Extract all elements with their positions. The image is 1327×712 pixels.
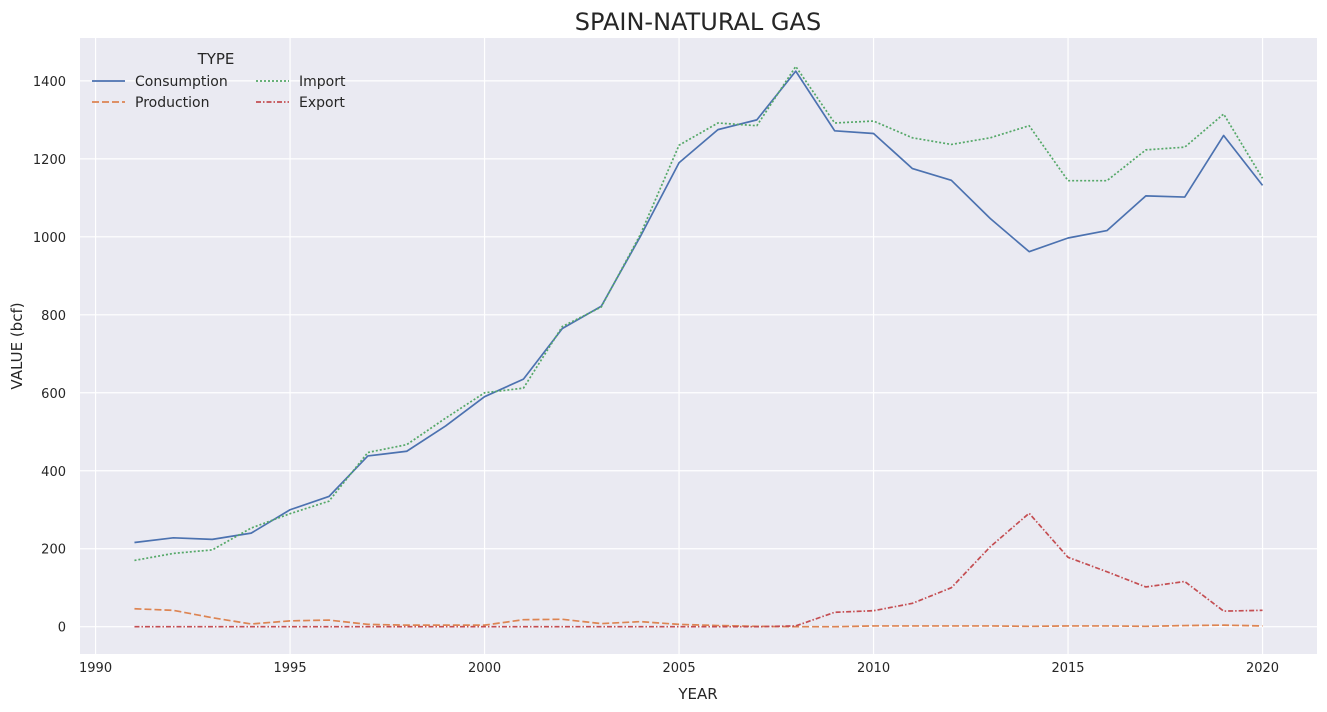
grid — [80, 38, 1317, 654]
x-tick-label: 2020 — [1246, 661, 1279, 676]
series-lines — [134, 65, 1264, 628]
x-tick-label: 2005 — [663, 661, 696, 676]
plot-background — [80, 38, 1317, 654]
x-axis-label: YEAR — [677, 685, 717, 703]
legend-label-import: Import — [299, 74, 346, 90]
y-tick-label: 400 — [41, 465, 66, 480]
series-line-production — [134, 607, 1263, 628]
series-line-export — [134, 512, 1263, 628]
series-line-consumption — [134, 70, 1264, 544]
y-tick-label: 1000 — [33, 231, 66, 246]
y-tick-label: 1200 — [33, 153, 66, 168]
y-tick-label: 200 — [41, 543, 66, 558]
legend-title: TYPE — [197, 50, 235, 68]
legend: TYPE Consumption Production Import Export — [92, 50, 346, 111]
y-tick-label: 1400 — [33, 75, 66, 90]
legend-label-consumption: Consumption — [135, 74, 228, 90]
y-tick-label: 0 — [58, 621, 66, 636]
x-tick-label: 2010 — [857, 661, 890, 676]
tick-labels: 1990 1995 2000 2005 2010 2015 2020 0 200 400 600 80… — [33, 75, 1279, 676]
y-tick-label: 800 — [41, 309, 66, 324]
legend-label-production: Production — [135, 95, 209, 111]
y-axis-label: VALUE (bcf) — [8, 302, 26, 389]
x-tick-label: 1990 — [79, 661, 112, 676]
x-tick-label: 2000 — [468, 661, 501, 676]
x-tick-label: 1995 — [274, 661, 307, 676]
legend-label-export: Export — [299, 95, 345, 111]
x-tick-label: 2015 — [1051, 661, 1084, 676]
y-tick-label: 600 — [41, 387, 66, 402]
chart-title: SPAIN-NATURAL GAS — [575, 8, 821, 36]
